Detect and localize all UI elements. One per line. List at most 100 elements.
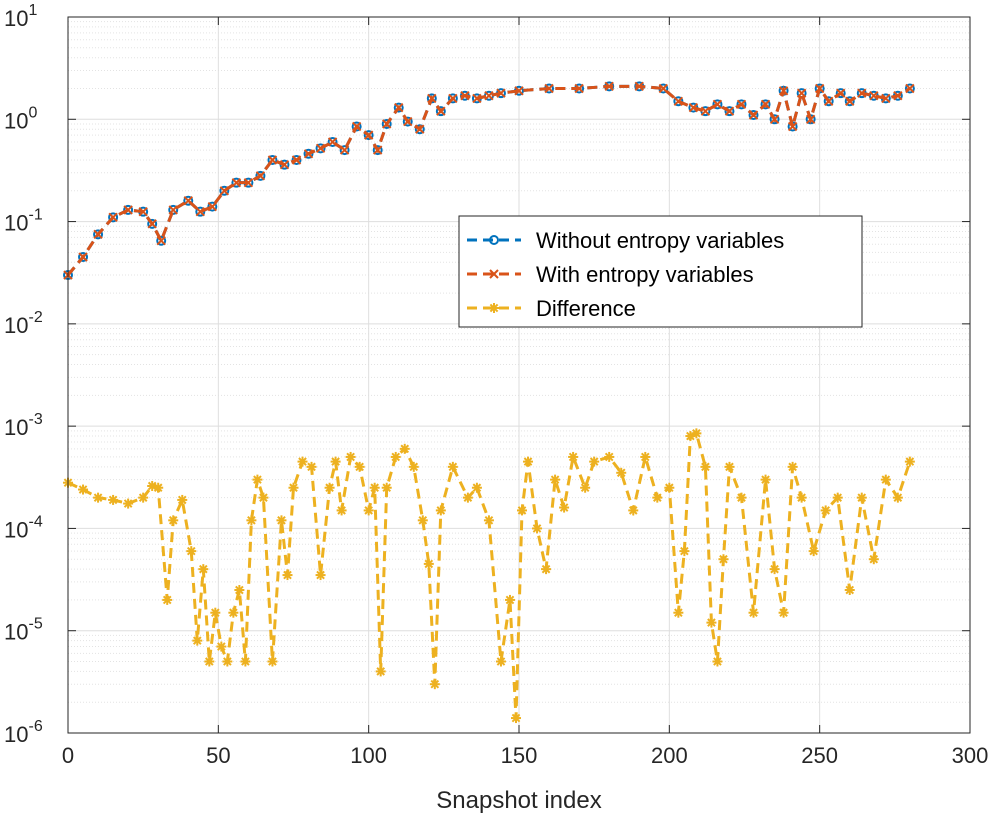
data-point xyxy=(195,206,206,217)
data-point xyxy=(234,585,245,596)
data-point xyxy=(673,96,684,106)
data-point xyxy=(315,143,326,154)
data-point xyxy=(778,86,789,96)
data-point xyxy=(291,155,302,165)
data-point xyxy=(399,443,410,454)
data-point xyxy=(351,121,362,132)
data-point xyxy=(363,505,374,516)
data-point xyxy=(93,229,103,240)
series-layer xyxy=(63,81,915,724)
data-point xyxy=(472,93,482,104)
data-point xyxy=(857,88,867,98)
data-point xyxy=(568,451,579,462)
data-point xyxy=(267,154,278,165)
data-point xyxy=(823,96,834,106)
data-point xyxy=(691,428,702,439)
data-point xyxy=(219,186,230,196)
data-point xyxy=(869,91,879,101)
data-point xyxy=(78,252,88,262)
data-point xyxy=(712,656,723,667)
data-point xyxy=(390,451,401,462)
data-point xyxy=(279,159,290,170)
data-point xyxy=(881,93,891,104)
data-point xyxy=(78,484,89,495)
data-point xyxy=(351,121,362,132)
data-point xyxy=(267,656,278,667)
data-point xyxy=(147,219,157,229)
axis-ticks xyxy=(67,16,971,734)
data-point xyxy=(267,155,278,165)
data-point xyxy=(195,206,206,217)
data-point xyxy=(243,177,254,188)
data-point xyxy=(252,474,263,485)
data-point xyxy=(504,594,515,605)
data-point xyxy=(336,505,347,516)
data-point xyxy=(769,114,780,125)
data-point xyxy=(369,482,380,493)
data-point xyxy=(904,456,915,467)
data-point xyxy=(893,91,903,101)
x-tick-label: 50 xyxy=(206,743,230,768)
data-point xyxy=(228,607,239,618)
data-point xyxy=(315,570,326,581)
data-point xyxy=(363,130,374,141)
data-point xyxy=(748,607,759,618)
data-point xyxy=(489,235,499,245)
data-point xyxy=(736,99,747,110)
data-point xyxy=(93,229,104,240)
series-line xyxy=(67,431,912,719)
y-tick-label: 100 xyxy=(4,104,37,133)
data-point xyxy=(162,594,173,605)
data-point xyxy=(844,96,855,107)
data-point xyxy=(423,558,434,569)
x-tick-labels: 0 50 100 150 200 250 300 xyxy=(62,743,988,768)
data-point xyxy=(495,656,506,667)
y-tick-label: 101 xyxy=(4,2,37,31)
data-point xyxy=(123,205,133,215)
data-point xyxy=(327,137,338,147)
data-point xyxy=(604,81,614,92)
y-tick-label: 10-4 xyxy=(4,513,43,542)
data-point xyxy=(93,492,104,503)
data-point xyxy=(574,83,584,94)
data-point xyxy=(222,656,233,667)
data-point xyxy=(736,492,747,503)
data-point xyxy=(844,585,855,596)
data-point xyxy=(123,498,134,509)
data-point xyxy=(330,456,341,467)
data-point xyxy=(219,185,230,196)
data-point xyxy=(532,523,543,534)
data-point xyxy=(679,546,690,557)
data-point xyxy=(156,236,166,246)
data-point xyxy=(868,554,879,565)
data-point xyxy=(447,461,458,472)
data-point xyxy=(216,641,227,652)
data-point xyxy=(604,451,615,462)
legend-label: Difference xyxy=(536,296,636,321)
data-point xyxy=(706,617,717,628)
x-tick-label: 100 xyxy=(350,743,387,768)
x-axis-title: Snapshot index xyxy=(436,787,601,814)
data-point xyxy=(796,88,807,98)
data-point xyxy=(808,546,819,557)
data-point xyxy=(712,99,723,110)
data-point xyxy=(748,110,759,121)
data-point xyxy=(700,106,711,116)
data-point xyxy=(306,461,317,472)
data-point xyxy=(514,86,524,96)
data-point xyxy=(415,124,425,134)
y-tick-labels: 10-6 10-5 10-4 10-3 10-2 10-1 100 101 xyxy=(4,2,43,747)
data-point xyxy=(778,607,789,618)
data-point xyxy=(282,570,293,581)
data-point xyxy=(381,118,392,129)
legend-item: Difference xyxy=(467,296,636,321)
data-point xyxy=(640,451,651,462)
data-point xyxy=(168,515,179,526)
data-point xyxy=(658,83,669,94)
data-point xyxy=(760,474,771,485)
data-point xyxy=(354,461,365,472)
data-point xyxy=(372,145,383,155)
data-point xyxy=(550,474,561,485)
data-point xyxy=(210,607,221,618)
data-point xyxy=(258,492,269,503)
